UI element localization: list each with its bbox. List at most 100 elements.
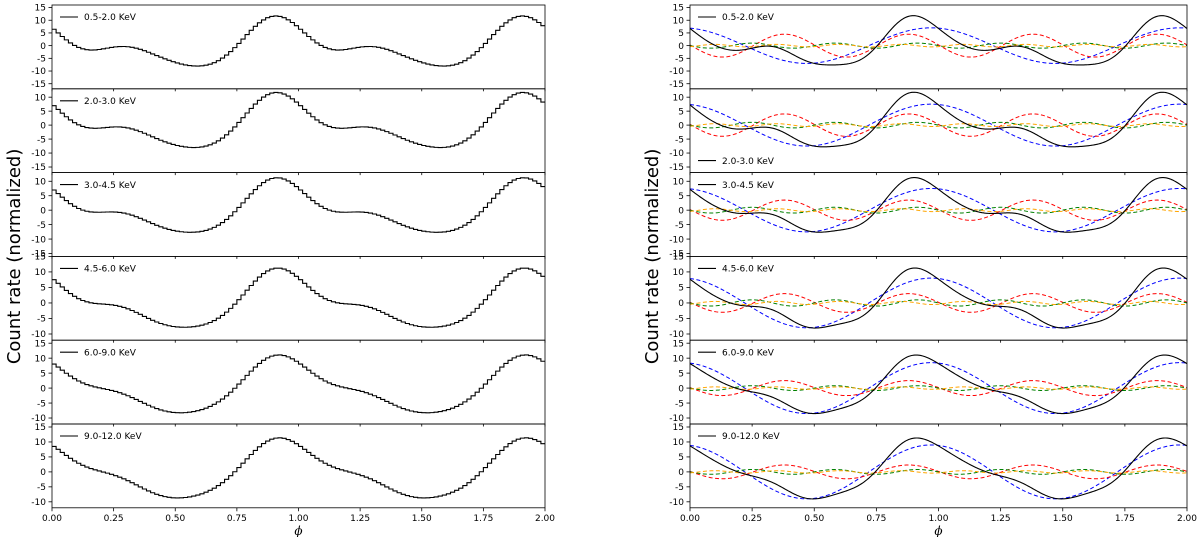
legend-label: 6.0-9.0 KeV <box>84 348 137 358</box>
legend: 9.0-12.0 KeV <box>698 432 780 442</box>
legend-label: 2.0-3.0 KeV <box>722 157 775 167</box>
y-tick-label: -15 <box>669 250 684 260</box>
y-tick-label: 10 <box>673 438 685 448</box>
y-tick-label: 0 <box>40 42 46 52</box>
y-tick-label: 15 <box>35 423 46 433</box>
total-curve <box>690 437 1187 500</box>
panel-6: 15 10 5 0 -5 -10 9.0-12.0 KeV <box>669 423 1188 512</box>
harmonic-4-curve <box>690 386 1187 390</box>
y-tick-label: 0 <box>678 299 684 309</box>
total-curve <box>690 354 1187 415</box>
x-tick-label: 0.25 <box>742 514 762 524</box>
x-tick-label: 1.75 <box>473 514 493 524</box>
x-tick-label: 0.50 <box>804 514 824 524</box>
y-tick-label: -10 <box>669 414 684 424</box>
y-tick-label: 15 <box>35 339 46 349</box>
y-tick-label: -5 <box>675 483 684 493</box>
y-tick-label: 10 <box>673 354 685 364</box>
total-curve <box>690 267 1187 329</box>
y-tick-label: 10 <box>673 16 685 26</box>
y-tick-label: -5 <box>675 221 684 231</box>
y-tick-label: 5 <box>40 192 46 202</box>
x-tick-label: 2.00 <box>1177 514 1197 524</box>
panel-curves <box>690 354 1187 415</box>
panel-frame <box>689 423 1188 509</box>
y-tick-label: 5 <box>678 453 684 463</box>
y-tick-label: 15 <box>673 4 684 14</box>
panel-curves <box>690 15 1187 66</box>
y-tick-label: 5 <box>40 453 46 463</box>
legend: 3.0-4.5 KeV <box>60 181 137 191</box>
y-tick-label: -5 <box>675 315 684 325</box>
y-tick-label: -10 <box>31 414 46 424</box>
panel-curves <box>690 437 1187 500</box>
panel-curves <box>690 91 1187 148</box>
x-tick-label: 0.75 <box>227 514 247 524</box>
harmonic-1-curve <box>690 187 1187 233</box>
y-tick-label: 5 <box>678 192 684 202</box>
y-tick-label: 10 <box>35 177 47 187</box>
harmonic-2-curve <box>690 113 1187 137</box>
chart-left: 15 10 5 0 -5 -10 -15 0.5-2.0 KeV 10 5 0 -5 -10 -15 2.0… <box>4 4 555 537</box>
y-tick-label: 0 <box>40 121 46 131</box>
x-tick-label: 0.00 <box>680 514 700 524</box>
panel-1: 15 10 5 0 -5 -10 -15 0.5-2.0 KeV <box>669 4 1188 92</box>
light-curve <box>52 437 545 499</box>
panel-1: 15 10 5 0 -5 -10 -15 0.5-2.0 KeV <box>31 4 546 92</box>
y-tick-label: -5 <box>37 221 46 231</box>
y-tick-label: 10 <box>35 354 47 364</box>
y-tick-label: 5 <box>678 107 684 117</box>
harmonic-4-curve <box>690 208 1187 213</box>
panel-curves <box>52 437 545 499</box>
y-tick-label: 15 <box>673 339 684 349</box>
panel-curves <box>52 354 545 414</box>
y-tick-label: -5 <box>37 135 46 145</box>
y-tick-label: -5 <box>675 135 684 145</box>
y-tick-label: -5 <box>675 55 684 65</box>
legend-label: 4.5-6.0 KeV <box>84 265 137 275</box>
y-tick-label: 5 <box>678 284 684 294</box>
x-tick-label: 1.00 <box>928 514 948 524</box>
y-tick-label: 5 <box>40 369 46 379</box>
light-curve <box>52 91 545 149</box>
x-tick-label: 1.25 <box>991 514 1011 524</box>
y-tick-label: 5 <box>40 29 46 39</box>
y-tick-label: -5 <box>37 399 46 409</box>
x-tick-label: 0.75 <box>866 514 886 524</box>
light-curve <box>52 15 545 67</box>
panel-curves <box>52 91 545 149</box>
y-tick-label: 0 <box>678 384 684 394</box>
panel-3: 10 5 0 -5 -10 -15 3.0-4.5 KeV <box>669 172 1188 260</box>
harmonic-4-curve <box>690 123 1187 128</box>
legend-label: 4.5-6.0 KeV <box>722 265 775 275</box>
total-curve <box>690 91 1187 148</box>
harmonic-3-curve <box>690 42 1187 49</box>
y-tick-label: -15 <box>669 80 684 90</box>
x-tick-label: 1.75 <box>1115 514 1135 524</box>
harmonic-4-curve <box>690 470 1187 474</box>
x-tick-label: 1.50 <box>412 514 432 524</box>
panel-4: 15 10 5 0 -5 -10 4.5-6.0 KeV <box>31 253 546 343</box>
y-tick-label: 10 <box>673 177 685 187</box>
y-tick-label: -10 <box>669 498 684 508</box>
panel-curves <box>690 177 1187 233</box>
total-curve <box>690 177 1187 233</box>
light-curve <box>52 354 545 414</box>
harmonic-4-curve <box>690 300 1187 306</box>
legend: 6.0-9.0 KeV <box>60 348 137 358</box>
panel-curves <box>52 177 545 233</box>
legend: 4.5-6.0 KeV <box>60 265 137 275</box>
y-tick-label: -5 <box>675 399 684 409</box>
y-tick-label: 5 <box>40 284 46 294</box>
x-tick-label: 0.50 <box>165 514 185 524</box>
x-tick-label: 1.00 <box>288 514 308 524</box>
y-tick-label: -10 <box>669 235 684 245</box>
y-tick-label: -10 <box>31 498 46 508</box>
y-tick-label: 0 <box>40 468 46 478</box>
panel-2: 10 5 0 -5 -10 -15 2.0-3.0 KeV <box>669 88 1188 176</box>
harmonic-2-curve <box>690 33 1187 58</box>
panel-5: 15 10 5 0 -5 -10 6.0-9.0 KeV <box>669 339 1188 427</box>
panel-3: 10 5 0 -5 -10 -15 3.0-4.5 KeV <box>31 172 546 260</box>
legend: 6.0-9.0 KeV <box>698 348 775 358</box>
